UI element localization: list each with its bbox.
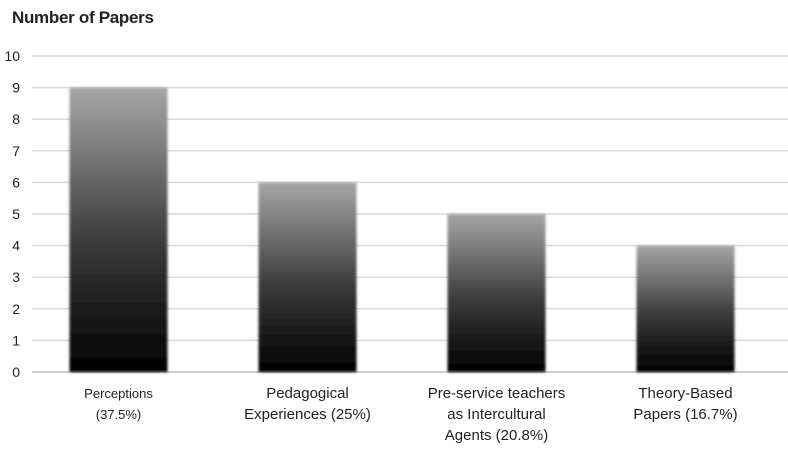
x-tick-label: Pedagogical Experiences (25%) [244, 385, 371, 423]
y-tick-label: 5 [12, 206, 20, 222]
y-tick-label: 4 [12, 238, 20, 254]
y-tick-label: 10 [4, 48, 20, 64]
y-tick-label: 2 [12, 301, 20, 317]
bar [69, 87, 168, 372]
y-tick-label: 0 [12, 364, 20, 380]
chart-title: Number of Papers [12, 8, 154, 27]
y-tick-label: 8 [12, 111, 20, 127]
x-tick-label: Pre-service teachers as Intercultural Agen… [428, 385, 566, 444]
y-tick-label: 7 [12, 143, 20, 159]
y-tick-label: 3 [12, 269, 20, 285]
x-tick-label: Theory-Based Papers (16.7%) [633, 385, 737, 423]
y-tick-label: 9 [12, 80, 20, 96]
x-tick-label: Perceptions (37.5%) [84, 386, 153, 422]
bar [447, 214, 546, 372]
bar [258, 182, 357, 372]
bar [636, 245, 735, 372]
y-tick-label: 1 [12, 332, 20, 348]
y-tick-label: 6 [12, 174, 20, 190]
